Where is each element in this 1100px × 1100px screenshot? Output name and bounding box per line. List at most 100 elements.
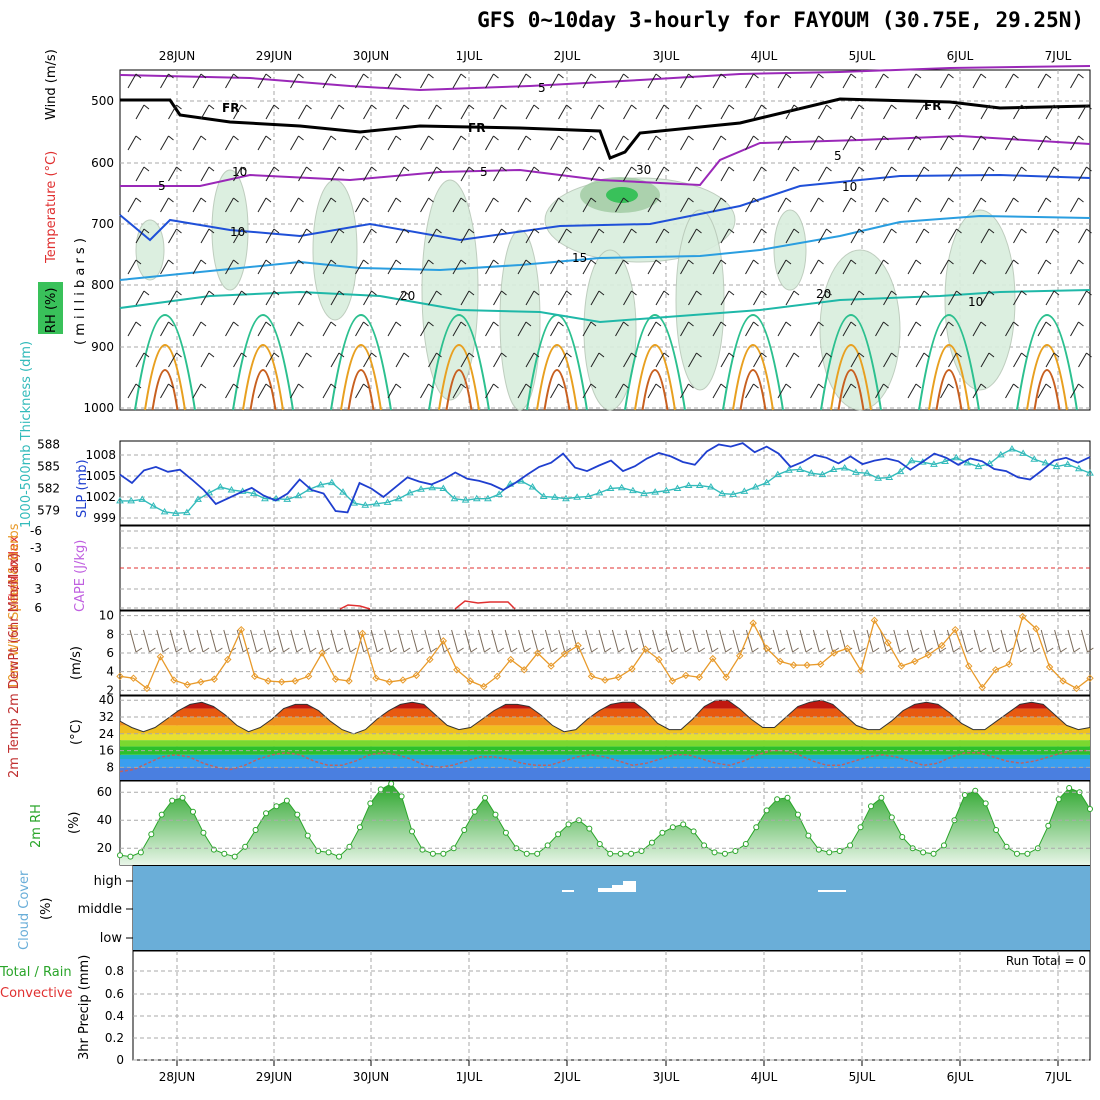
temp-band <box>120 767 1090 780</box>
wind-barb <box>842 321 852 337</box>
wind-barb-flag <box>623 383 629 389</box>
wind-barb-flag <box>216 647 223 653</box>
wind-barb-flag <box>350 647 357 653</box>
wind-speed-marker <box>533 649 542 657</box>
thickness-marker <box>874 474 883 481</box>
wind-barb-flag <box>1013 259 1019 265</box>
wind-barb-flag <box>460 259 467 265</box>
wind-barb-flag <box>778 647 786 653</box>
thickness-marker <box>907 456 916 464</box>
wind-barb <box>850 228 860 244</box>
wind-barb-flag <box>785 73 792 79</box>
thickness-marker <box>930 460 938 467</box>
wind-barb <box>940 197 949 213</box>
thickness-marker <box>350 499 359 506</box>
wind-barb <box>818 352 827 368</box>
wind-speed-marker <box>1045 663 1054 671</box>
wind-speed-marker <box>318 649 326 657</box>
wind-barb <box>558 352 567 368</box>
wind-barb <box>127 321 137 337</box>
rh-marker <box>117 852 123 859</box>
rh-marker <box>221 850 228 857</box>
wind-barb-flag <box>200 135 207 141</box>
wind-barb <box>504 629 512 653</box>
wind-barb <box>290 197 299 213</box>
wind-speed-marker <box>224 655 232 664</box>
wind-barb <box>558 166 567 182</box>
wind-barb-flag <box>728 166 735 172</box>
thickness-marker <box>974 462 983 470</box>
wind-barb-flag <box>1045 321 1052 327</box>
wind-barb <box>129 629 137 653</box>
thickness-marker <box>205 488 214 496</box>
wind-barb-flag <box>658 647 665 653</box>
wind-barb-flag <box>330 73 337 79</box>
wind-barb-flag <box>566 290 572 296</box>
slp-ytick-label: 999 <box>93 511 116 525</box>
wind-barb <box>680 321 689 337</box>
wind-barb-flag <box>826 228 832 234</box>
wind-barb-flag <box>143 104 150 110</box>
wind-barb <box>812 629 820 653</box>
upper-ytick-label: 1000 <box>83 401 114 415</box>
wind-barb <box>135 352 145 368</box>
wind-barb <box>493 104 502 120</box>
wind-barb-flag <box>363 383 369 389</box>
wind-barb <box>680 73 689 89</box>
wind-barb-flag <box>208 290 215 296</box>
wind-barb-flag <box>460 197 467 203</box>
wind-barb-flag <box>524 647 531 653</box>
wind-speed-marker <box>1005 660 1013 668</box>
wind-barb-flag <box>792 647 799 653</box>
wind-barb <box>688 290 697 306</box>
wind-barb <box>452 73 462 89</box>
rh-marker <box>617 850 624 857</box>
axis-label-total-rain: Total / Rain <box>0 965 72 980</box>
wind-barb-flag <box>696 352 702 358</box>
rh-marker <box>993 827 1000 833</box>
wind-barb <box>290 135 299 151</box>
wind-barb-flag <box>525 383 532 389</box>
rh-marker <box>1024 850 1031 857</box>
wind-barb <box>893 629 901 653</box>
wind-barb <box>387 197 397 213</box>
wind-barb-flag <box>233 259 239 265</box>
wind-barb <box>298 290 307 306</box>
wind-barb <box>777 383 787 399</box>
rh-marker <box>565 821 572 828</box>
wind-barb-flag <box>591 647 598 653</box>
wind-barb-flag <box>233 135 239 141</box>
wind-barb-flag <box>883 197 889 203</box>
axis-label-rh: RH (%) <box>44 288 59 333</box>
wind-barb <box>692 629 700 653</box>
wind-barb <box>972 383 982 399</box>
wind-barb <box>420 135 429 151</box>
temp-ytick-label: 32 <box>99 710 114 724</box>
wind-barb <box>428 104 437 120</box>
wind-speed-marker <box>709 654 717 663</box>
wind-ytick-label: 8 <box>106 627 114 641</box>
wind-barb <box>343 629 351 653</box>
wind-barb <box>192 135 202 151</box>
thickness-marker <box>751 483 760 490</box>
wind-barb <box>980 228 990 244</box>
wind-barb-flag <box>915 135 922 141</box>
wind-barb-flag <box>956 352 962 358</box>
wind-barb-flag <box>688 135 694 141</box>
wind-speed-marker <box>991 666 1000 674</box>
wind-barb-flag <box>493 135 499 141</box>
date-label-top: 4JUL <box>751 49 778 63</box>
wind-barb-flag <box>752 647 759 653</box>
rh-marker <box>346 843 353 850</box>
wind-barb <box>420 383 429 399</box>
thickness-marker <box>160 507 169 515</box>
thickness-marker <box>662 486 671 494</box>
wind-barb-flag <box>720 383 727 389</box>
wind-barb <box>1070 321 1079 337</box>
wind-barb <box>850 166 860 182</box>
wind-barb <box>875 135 884 151</box>
wind-barb-flag <box>395 259 402 265</box>
wind-barb <box>972 73 982 89</box>
wind-barb-flag <box>698 647 706 653</box>
